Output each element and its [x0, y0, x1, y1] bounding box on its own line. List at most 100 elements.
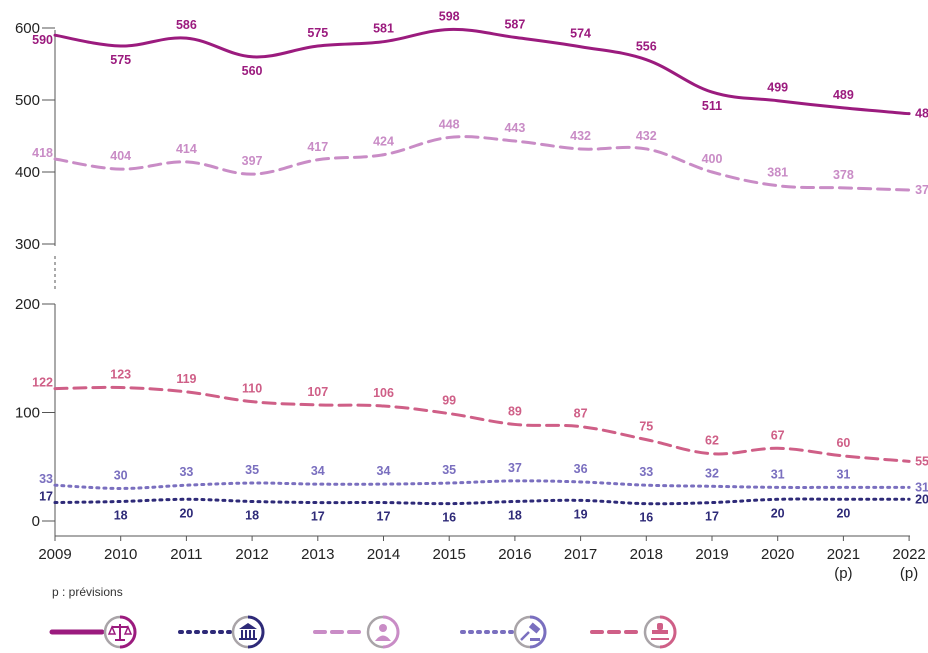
data-label: 424: [373, 135, 394, 149]
data-label: 17: [311, 510, 325, 524]
data-label: 443: [504, 121, 525, 135]
legend-item: [313, 615, 400, 649]
data-label: 20: [915, 492, 928, 506]
y-tick-label: 300: [15, 236, 40, 253]
data-label: 34: [311, 464, 325, 478]
data-label: 122: [32, 376, 53, 390]
scales-of-justice-icon: [103, 615, 137, 649]
data-label: 35: [245, 463, 259, 477]
data-label: 17: [377, 510, 391, 524]
data-label: 30: [114, 468, 128, 482]
data-label: 381: [767, 166, 788, 180]
data-label: 16: [442, 511, 456, 525]
x-tick-label: 2019: [695, 546, 728, 563]
data-label: 511: [702, 99, 722, 113]
data-label: 432: [570, 129, 591, 143]
x-tick-label: 2020: [761, 546, 794, 563]
data-label: 34: [377, 464, 391, 478]
x-tick-label: 2012: [235, 546, 268, 563]
x-tick-label: 2011: [170, 546, 202, 563]
data-label: 17: [705, 510, 719, 524]
data-label: 33: [639, 465, 653, 479]
data-label: 432: [636, 129, 657, 143]
data-label: 556: [636, 40, 657, 54]
data-label: 18: [245, 508, 259, 522]
data-label: 489: [833, 88, 854, 102]
y-tick-label: 500: [15, 92, 40, 109]
data-label: 67: [771, 428, 785, 442]
data-label: 18: [114, 508, 128, 522]
person-icon: [366, 615, 400, 649]
x-tick-label: 2022: [892, 546, 925, 563]
data-label: 31: [915, 480, 928, 494]
x-tick-label: 2021: [827, 546, 860, 563]
legend: [49, 615, 677, 649]
series-line: [53, 135, 911, 192]
data-label: 75: [639, 420, 653, 434]
data-label: 106: [373, 386, 394, 400]
data-label: 17: [39, 490, 53, 504]
data-label: 60: [836, 436, 850, 450]
data-label: 36: [574, 462, 588, 476]
data-label: 418: [32, 146, 53, 160]
data-label: 448: [439, 117, 460, 131]
data-label: 19: [574, 507, 588, 521]
institution-building-icon: [231, 615, 265, 649]
data-label: 400: [702, 152, 723, 166]
data-label: 123: [110, 368, 131, 382]
data-label: 31: [836, 467, 850, 481]
data-label: 87: [574, 407, 588, 421]
gavel-icon: [513, 615, 547, 649]
series-line: [53, 497, 911, 506]
stamp-icon: [643, 615, 677, 649]
data-labels: 590 575 586 560 575 581 598 587 574 556 511 499 489 4…: [32, 9, 928, 524]
data-label: 31: [771, 467, 785, 481]
data-label: 397: [242, 154, 263, 168]
series-line: [53, 479, 911, 490]
data-label: 499: [767, 81, 788, 95]
data-label: 16: [639, 511, 653, 525]
legend-item: [49, 615, 137, 649]
x-tick-label: 2015: [433, 546, 466, 563]
data-label: 33: [39, 472, 53, 486]
x-tick-label: 2010: [104, 546, 137, 563]
x-tick-suffix: (p): [834, 565, 852, 582]
x-tick-label: 2017: [564, 546, 597, 563]
legend-item: [178, 615, 265, 649]
y-tick-label: 600: [15, 20, 40, 37]
series-line: [53, 27, 911, 116]
data-label: 575: [110, 53, 131, 67]
data-label: 574: [570, 27, 591, 41]
data-label: 481: [915, 107, 928, 121]
data-label: 89: [508, 404, 522, 418]
series-line: [53, 385, 911, 463]
x-tick-label: 2014: [367, 546, 400, 563]
data-label: 55: [915, 454, 928, 468]
data-label: 107: [307, 385, 328, 399]
x-tick-label: 2013: [301, 546, 334, 563]
data-label: 119: [176, 372, 196, 386]
data-label: 417: [307, 140, 328, 154]
data-label: 110: [242, 382, 262, 396]
data-label: 62: [705, 434, 719, 448]
data-label: 375: [915, 183, 928, 197]
x-tick-label: 2018: [630, 546, 663, 563]
legend-item: [590, 615, 677, 649]
data-label: 560: [242, 64, 263, 78]
y-tick-label: 100: [15, 405, 40, 422]
data-label: 404: [110, 149, 131, 163]
y-tick-label: 200: [15, 296, 40, 313]
data-label: 37: [508, 461, 522, 475]
data-label: 575: [307, 26, 328, 40]
data-label: 598: [439, 9, 460, 23]
data-label: 587: [504, 17, 525, 31]
data-label: 581: [373, 22, 394, 36]
data-label: 20: [179, 506, 193, 520]
data-label: 35: [442, 463, 456, 477]
data-label: 20: [836, 506, 850, 520]
axes: 0 100 200 300 400 500 600 2009 2010 2011 2012 2013 2…: [15, 20, 926, 582]
forecast-note: p : prévisions: [52, 585, 123, 599]
data-label: 99: [442, 394, 456, 408]
data-label: 18: [508, 508, 522, 522]
